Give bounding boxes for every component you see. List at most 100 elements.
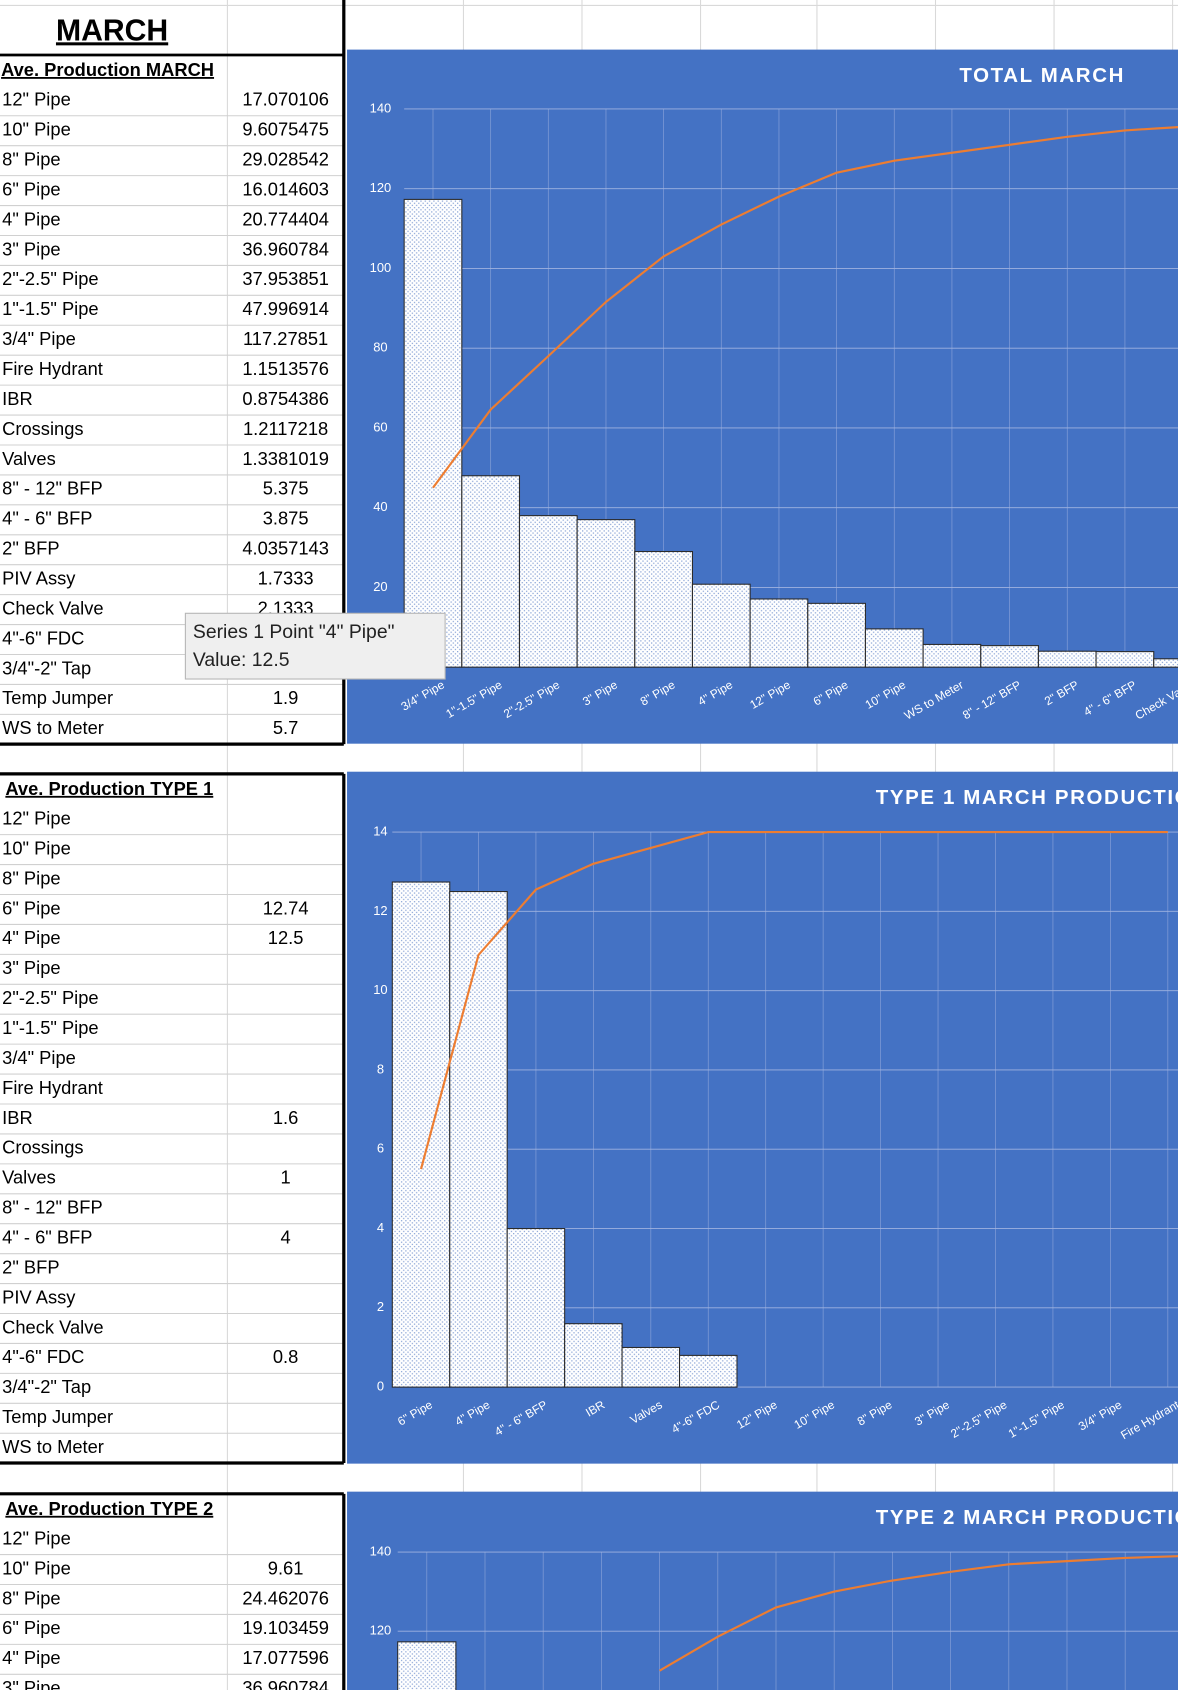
row-label: 2"-2.5" Pipe [2, 987, 98, 1008]
row-label: IBR [2, 388, 33, 409]
bar [621, 1346, 681, 1388]
bar [564, 1323, 623, 1388]
row-label: Check Valve [2, 597, 103, 618]
row-label: 10" Pipe [2, 837, 71, 858]
row-label: 3" Pipe [2, 957, 60, 978]
row-value: 0.8754386 [242, 388, 329, 409]
bar [678, 1354, 738, 1388]
row-value: 12.74 [263, 897, 309, 918]
row-label: Check Valve [2, 1316, 103, 1337]
bar [1095, 651, 1155, 668]
row-label: 8" Pipe [2, 867, 60, 888]
bar [922, 643, 982, 668]
bar [391, 881, 451, 1388]
row-value: 20.774404 [242, 208, 329, 229]
row-value: 9.61 [268, 1557, 304, 1578]
row-label: 4" Pipe [2, 208, 60, 229]
row-label: Fire Hydrant [2, 1077, 103, 1098]
row-label: WS to Meter [2, 717, 104, 738]
row-label: 4" Pipe [2, 1647, 60, 1668]
chart-title: TOTAL MARCH [959, 64, 1125, 87]
row-label: 10" Pipe [2, 1557, 71, 1578]
y-tick-label: 14 [373, 823, 387, 838]
row-value: 29.028542 [242, 149, 329, 170]
table-header: Ave. Production MARCH [1, 59, 214, 80]
row-label: Valves [2, 1167, 56, 1188]
row-value: 117.27851 [243, 328, 328, 349]
bar [449, 890, 508, 1388]
y-tick-label: 2 [377, 1299, 384, 1314]
row-value: 1.6 [273, 1107, 298, 1128]
row-value: 47.996914 [242, 298, 329, 319]
sheet-title: MARCH [56, 14, 168, 47]
bar [506, 1227, 566, 1388]
row-value: 1.9 [273, 687, 298, 708]
y-tick-label: 0 [377, 1379, 384, 1394]
row-label: 1"-1.5" Pipe [2, 298, 98, 319]
bar [518, 515, 578, 668]
chart-title: TYPE 1 MARCH PRODUCTION [876, 786, 1178, 809]
y-tick-label: 8 [377, 1061, 384, 1076]
bar [1153, 658, 1178, 668]
y-tick-label: 60 [373, 419, 387, 434]
bar [691, 583, 751, 668]
row-value: 12.5 [268, 927, 304, 948]
row-label: 6" Pipe [2, 897, 60, 918]
row-value: 5.7 [273, 717, 298, 738]
row-label: 4" Pipe [2, 927, 60, 948]
row-label: PIV Assy [2, 1286, 76, 1307]
row-value: 9.6075475 [242, 119, 329, 140]
row-label: 4" - 6" BFP [2, 508, 92, 529]
line [659, 1555, 1178, 1672]
bar [749, 598, 809, 668]
row-label: 3" Pipe [2, 238, 60, 259]
row-label: Crossings [2, 418, 83, 439]
row-label: Valves [2, 448, 56, 469]
row-value: 1.2117218 [243, 418, 328, 439]
row-label: 10" Pipe [2, 119, 71, 140]
row-label: 6" Pipe [2, 1617, 60, 1638]
row-label: 3/4" Pipe [2, 328, 76, 349]
row-label: Fire Hydrant [2, 358, 103, 379]
row-label: 3/4" Pipe [2, 1047, 76, 1068]
row-label: 2" BFP [2, 538, 59, 559]
row-value: 24.462076 [242, 1587, 329, 1608]
tooltip-line: Series 1 Point "4" Pipe" [193, 621, 395, 643]
row-value: 4 [281, 1227, 291, 1248]
row-label: 2" BFP [2, 1256, 59, 1277]
row-label: 12" Pipe [2, 808, 71, 829]
row-value: 4.0357143 [242, 538, 329, 559]
row-value: 19.103459 [242, 1617, 329, 1638]
y-tick-label: 6 [377, 1141, 384, 1156]
y-tick-label: 120 [370, 180, 392, 195]
row-label: 12" Pipe [2, 1527, 71, 1548]
y-tick-label: 4 [377, 1220, 384, 1235]
table-header: Ave. Production TYPE 1 [5, 778, 213, 799]
bar [1037, 650, 1097, 668]
bar [980, 645, 1039, 668]
line [419, 830, 1168, 1170]
bar [634, 550, 694, 668]
y-tick-label: 12 [373, 903, 387, 918]
y-tick-label: 10 [373, 982, 387, 997]
row-value: 36.960784 [242, 1677, 329, 1690]
row-value: 16.014603 [242, 178, 329, 199]
y-tick-label: 140 [370, 100, 392, 115]
row-value: 17.077596 [242, 1647, 329, 1668]
row-label: 2"-2.5" Pipe [2, 268, 98, 289]
row-label: WS to Meter [2, 1436, 104, 1457]
row-label: 3/4"-2" Tap [2, 1376, 91, 1397]
row-label: 4"-6" FDC [2, 1346, 84, 1367]
row-label: 3/4"-2" Tap [2, 657, 91, 678]
row-value: 3.875 [263, 508, 309, 529]
row-value: 36.960784 [242, 238, 329, 259]
bar [403, 198, 463, 668]
row-value: 1.3381019 [242, 448, 329, 469]
row-label: 8" Pipe [2, 1587, 60, 1608]
y-tick-label: 140 [370, 1543, 392, 1558]
y-tick-label: 100 [370, 260, 392, 275]
row-label: 3" Pipe [2, 1677, 60, 1690]
row-label: 1"-1.5" Pipe [2, 1017, 98, 1038]
